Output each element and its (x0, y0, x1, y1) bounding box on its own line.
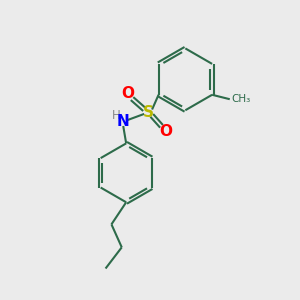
Text: S: S (143, 105, 154, 120)
Text: O: O (121, 86, 134, 101)
Text: N: N (117, 114, 130, 129)
Text: O: O (159, 124, 172, 139)
Text: CH₃: CH₃ (232, 94, 251, 104)
Text: H: H (112, 109, 121, 122)
